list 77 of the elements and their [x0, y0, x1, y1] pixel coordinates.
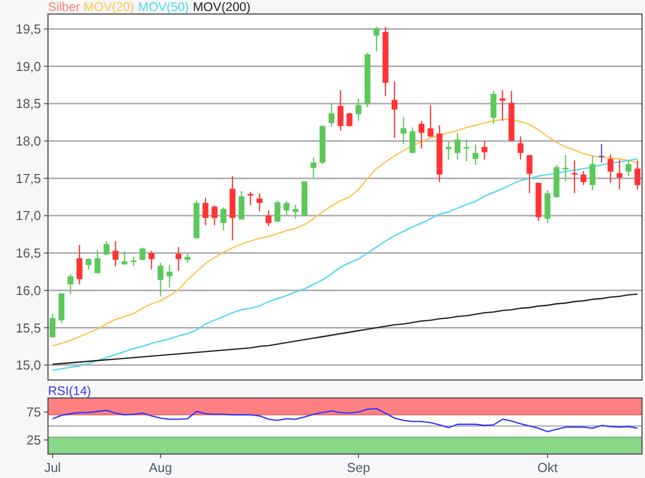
candlestick — [590, 155, 596, 191]
candlestick — [338, 90, 344, 132]
y-tick-label: 25 — [26, 432, 41, 448]
candlestick — [212, 204, 218, 226]
y-tick-label: 19,5 — [16, 21, 41, 36]
candlestick — [346, 112, 352, 128]
line-series — [52, 158, 638, 371]
line-series — [52, 118, 638, 346]
candlestick — [112, 240, 118, 268]
candlestick — [104, 240, 110, 256]
candlestick — [140, 247, 146, 262]
text: MOV(50) — [138, 0, 189, 14]
candlestick — [518, 136, 524, 160]
text: MOV(200) — [192, 0, 251, 14]
candlestick — [616, 159, 622, 190]
x-tick-label: Okt — [537, 460, 558, 475]
line-series — [52, 293, 638, 365]
candlestick — [266, 210, 272, 227]
candlestick — [122, 250, 128, 266]
y-tick-label: 17,5 — [16, 170, 41, 186]
candlestick — [356, 98, 362, 122]
candlestick — [418, 120, 424, 150]
x-tick-label: Aug — [148, 460, 172, 475]
candlestick — [580, 170, 586, 186]
candlestick — [446, 140, 452, 160]
candlestick — [562, 154, 568, 182]
candlestick — [482, 140, 488, 160]
y-tick-label: 18,0 — [16, 134, 41, 149]
candlestick — [626, 160, 632, 177]
candlestick — [454, 132, 460, 160]
candlestick — [238, 190, 244, 220]
candlestick — [490, 90, 496, 124]
candlestick — [428, 104, 434, 138]
candlestick — [50, 312, 56, 338]
candlestick — [176, 246, 182, 272]
candlestick — [328, 102, 334, 128]
candlestick — [284, 200, 290, 216]
y-tick-label: 19,0 — [16, 58, 41, 74]
candlestick — [634, 160, 640, 190]
chart-title: Silber — [48, 0, 84, 14]
candlestick — [472, 144, 478, 166]
candlestick — [158, 262, 164, 297]
series-label: RSI(14) — [48, 384, 92, 398]
candlestick — [500, 90, 506, 122]
x-tick-label: Jul — [44, 460, 61, 475]
line-series — [52, 408, 638, 432]
candlestick — [608, 154, 614, 184]
y-tick-label: 16,5 — [16, 246, 41, 261]
candlestick — [274, 200, 280, 223]
candlestick — [410, 126, 416, 154]
y-tick-label: 18,5 — [16, 96, 41, 112]
candlestick — [310, 156, 316, 178]
candlestick — [572, 160, 578, 194]
candlestick — [400, 116, 406, 145]
candlestick — [598, 143, 604, 164]
y-tick-label: 16,0 — [16, 282, 41, 298]
y-tick-label: 75 — [26, 404, 41, 420]
candlestick — [86, 258, 92, 270]
candlestick — [392, 80, 398, 139]
text: MOV(20) — [83, 0, 134, 14]
candlestick — [220, 206, 226, 232]
candlestick — [292, 204, 298, 220]
candlestick — [374, 26, 380, 52]
candlestick — [526, 154, 532, 194]
candlestick — [202, 197, 208, 226]
candlestick — [256, 192, 262, 212]
candlestick — [68, 273, 74, 295]
candlestick — [166, 264, 172, 288]
y-tick-label: 15,0 — [16, 358, 41, 373]
candlestick — [76, 244, 82, 285]
candlestick — [148, 250, 154, 270]
y-tick-label: 15,5 — [16, 320, 41, 336]
candlestick — [94, 249, 100, 274]
y-tick-label: 17,0 — [16, 208, 41, 224]
candlestick — [464, 138, 470, 162]
x-tick-label: Sep — [346, 460, 370, 475]
candlestick — [248, 191, 254, 206]
